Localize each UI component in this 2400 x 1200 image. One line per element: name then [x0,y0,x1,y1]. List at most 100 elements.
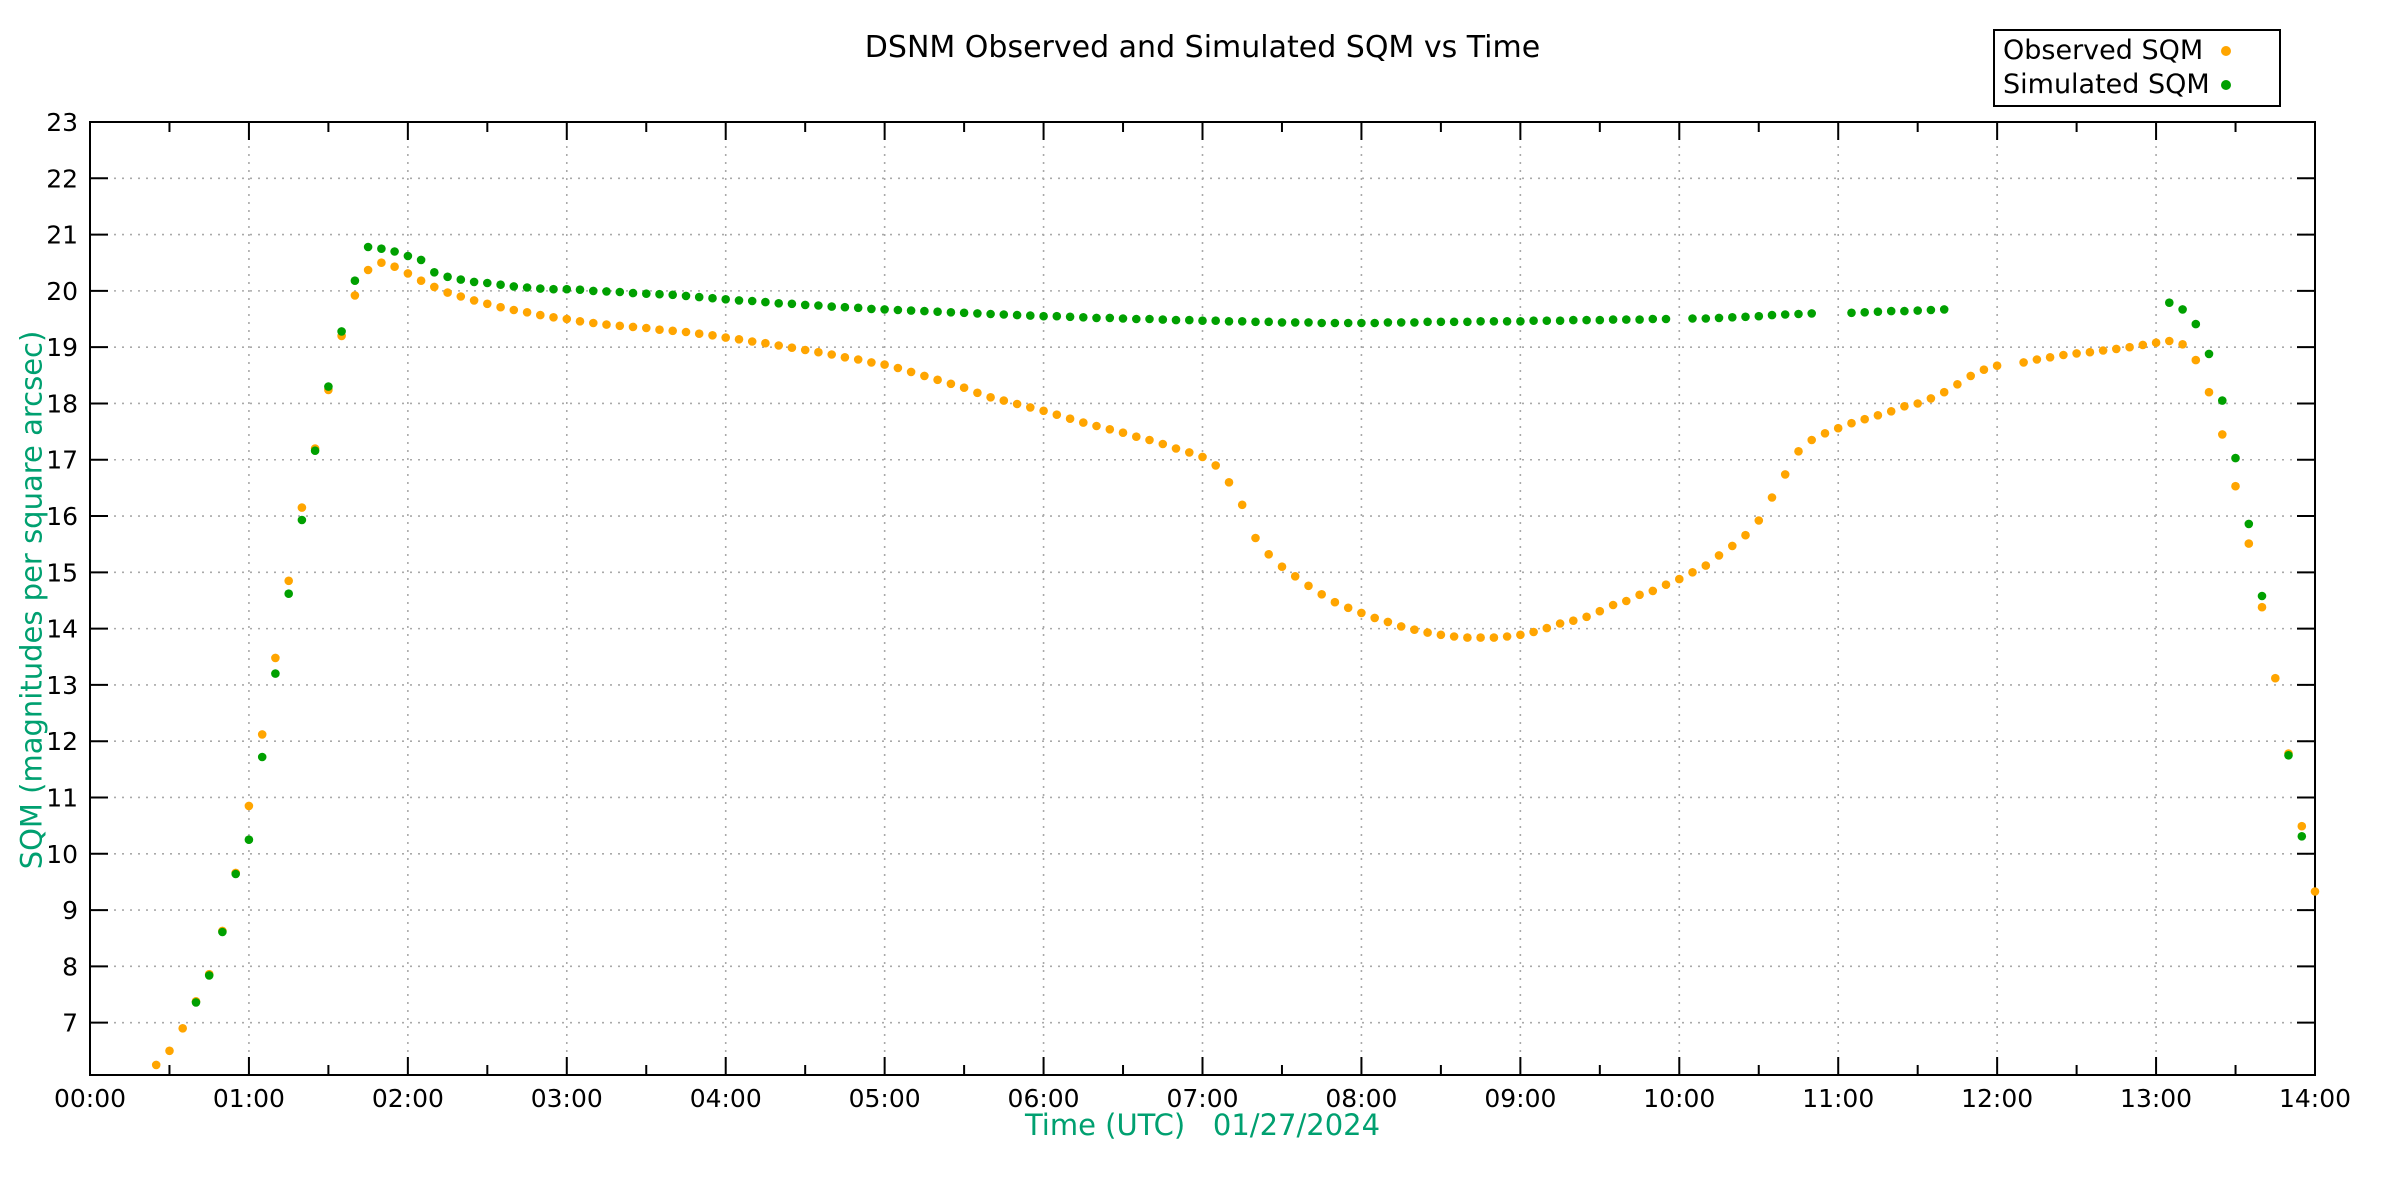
grid-lines [90,122,2315,1075]
simulated-data-point [2231,453,2240,463]
simulated-data-point [1317,318,1326,328]
observed-data-point [1622,596,1631,606]
simulated-data-point [615,287,625,297]
observed-data-point [2165,336,2174,346]
observed-data-point [483,299,492,309]
observed-data-point [880,360,889,369]
x-tick-label: 12:00 [1961,1084,2033,1113]
simulated-data-point [853,303,863,313]
observed-data-point [893,363,903,373]
observed-data-point [1780,470,1790,479]
observed-data-point [2271,673,2280,683]
observed-data-point [575,317,585,326]
simulated-data-point [1264,317,1273,327]
simulated-data-point [350,276,360,286]
simulated-data-point [774,299,783,308]
simulated-data-point [1052,311,1062,321]
simulated-data-point [1900,306,1909,316]
x-tick-labels: 00:00 01:00 02:00 03:00 04:00 05:00 06:00 07:00… [54,1084,2351,1113]
observed-data-point [1675,574,1684,584]
simulated-data-point [337,327,346,336]
simulated-data-point [933,307,942,317]
observed-data-point [1847,418,1856,428]
observed-data-point [165,1046,174,1056]
observed-data-point [178,1024,187,1033]
x-tick-label: 09:00 [1484,1084,1556,1113]
observed-data-point [986,393,995,402]
observed-data-point [1449,632,1459,641]
simulated-data-point [681,291,691,301]
y-tick-label: 15 [46,558,78,587]
simulated-data-point [469,277,479,287]
y-tick-label: 12 [46,727,78,756]
observed-data-point [1304,581,1313,591]
observed-data-point [1026,403,1035,412]
observed-data-point [615,321,625,331]
observed-data-point [1251,533,1260,543]
y-tick-labels: 7 8 9 10 11 12 13 14 15 16 17 18 19 20 21 22 23 [46,108,78,1038]
simulated-data-point [880,305,889,314]
y-tick-label: 9 [62,896,78,925]
simulated-data-point [1436,317,1446,327]
y-tick-label: 22 [46,164,78,193]
simulated-data-point [416,255,426,265]
y-tick-label: 10 [46,840,78,869]
observed-data-point [456,292,466,301]
observed-data-point [1635,590,1644,600]
simulated-data-point [747,296,757,306]
simulated-data-point [2284,751,2293,760]
simulated-data-point [257,752,267,762]
simulated-data-point [1026,311,1035,320]
simulated-data-point [496,280,505,290]
observed-data-point [1105,425,1115,434]
simulated-data-point [575,285,585,295]
observed-data-point [734,335,744,344]
simulated-data-point [1211,316,1220,326]
observed-data-point [284,576,294,586]
observed-data-point [1900,402,1909,411]
observed-data-point [1688,568,1697,577]
x-tick-label: 08:00 [1325,1084,1397,1113]
simulated-data-point [1065,312,1075,322]
observed-data-point [655,325,664,335]
observed-data-point [2257,602,2267,612]
simulated-data-point [787,299,797,309]
observed-data-point [2310,887,2320,896]
simulated-data-point [1608,315,1618,324]
simulated-data-point [628,288,638,298]
simulated-data-point [1542,316,1552,326]
observed-data-point [1529,627,1538,637]
simulated-data-point [2297,832,2307,841]
observed-data-point [1185,448,1194,457]
simulated-data-point [549,284,558,294]
observed-data-point [2085,347,2095,357]
observed-data-point [350,291,360,300]
observed-data-point [642,323,651,333]
simulated-data-point [1595,315,1605,325]
observed-data-point [1833,423,1843,433]
x-tick-label: 01:00 [213,1084,285,1113]
observed-data-point [297,503,307,512]
legend-label-observed: Observed SQM [2003,35,2204,66]
observed-data-point [1595,606,1605,616]
simulated-data-point [2244,519,2254,529]
observed-data-point [1357,608,1366,618]
observed-data-point [2151,338,2161,348]
observed-data-point [151,1060,161,1070]
observed-data-point [2072,349,2081,358]
observed-data-point [257,730,267,739]
simulated-data-point [973,309,982,318]
simulated-data-point [483,278,492,288]
simulated-series-points [191,242,2307,1007]
simulated-data-point [999,310,1009,319]
y-axis-label-wrap: SQM (magnitudes per square arcsec) [0,0,62,1200]
observed-data-point [1979,365,1989,375]
simulated-data-point [1132,314,1141,324]
observed-data-point [1648,586,1658,596]
y-tick-label: 17 [46,446,78,475]
chart-title: DSNM Observed and Simulated SQM vs Time [864,30,1541,65]
simulated-data-point [1370,318,1379,328]
simulated-data-point [1251,317,1260,327]
observed-data-point [1741,530,1750,540]
legend: Observed SQM Simulated SQM [1993,29,2281,107]
